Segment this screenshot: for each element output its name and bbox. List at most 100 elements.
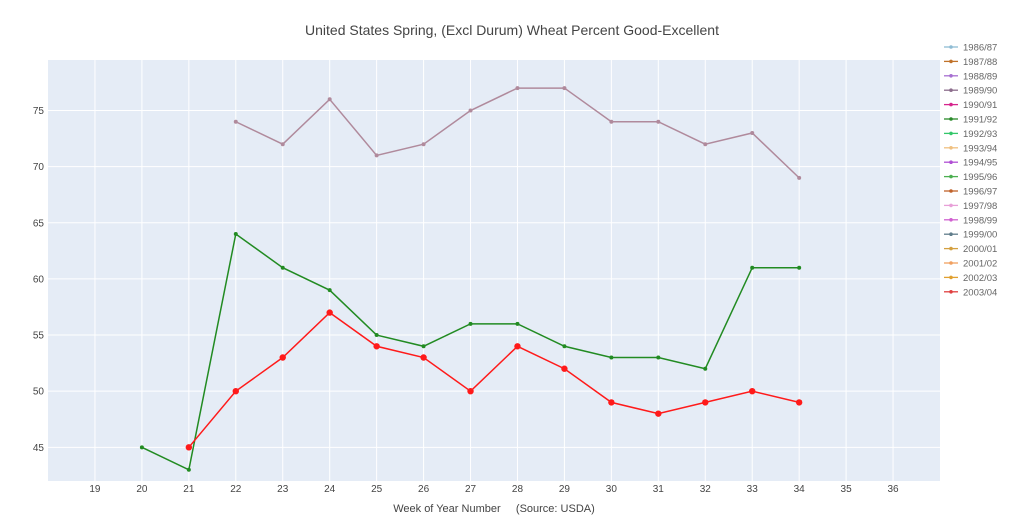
legend-item[interactable]: 1987/88	[944, 57, 997, 68]
legend-swatch-marker	[949, 174, 953, 179]
legend-item[interactable]: 1993/94	[944, 143, 997, 154]
legend-label: 1991/92	[963, 115, 997, 126]
x-tick-label: 31	[653, 484, 665, 495]
series-2-point[interactable]	[515, 321, 520, 326]
legend-item[interactable]: 1999/00	[944, 230, 997, 241]
x-tick-label: 24	[324, 484, 336, 495]
legend-item[interactable]: 1986/87	[944, 43, 997, 54]
series-3-point[interactable]	[608, 399, 615, 406]
legend-label: 1989/90	[963, 86, 997, 97]
series-2-point[interactable]	[327, 288, 332, 293]
legend-item[interactable]: 1991/92	[944, 115, 997, 126]
series-3-point[interactable]	[420, 354, 427, 361]
x-tick-label: 33	[747, 484, 759, 495]
series-1-point[interactable]	[327, 97, 332, 102]
legend-label: 1998/99	[963, 215, 997, 226]
series-2-point[interactable]	[750, 265, 755, 270]
series-3[interactable]	[185, 309, 803, 451]
plot-area[interactable]	[48, 60, 940, 481]
series-3-point[interactable]	[373, 343, 380, 350]
legend-swatch-marker	[949, 131, 953, 136]
legend-label: 1987/88	[963, 57, 997, 68]
series-3-point[interactable]	[326, 309, 333, 316]
series-2-point[interactable]	[656, 355, 661, 360]
x-tick-label: 32	[700, 484, 712, 495]
series-2-point[interactable]	[374, 333, 379, 338]
x-tick-label: 30	[606, 484, 618, 495]
legend-swatch-marker	[949, 218, 953, 222]
y-tick-label: 50	[33, 387, 45, 398]
series-3-point[interactable]	[232, 387, 239, 395]
series-2-point[interactable]	[562, 344, 567, 349]
legend-item[interactable]: 1995/96	[944, 172, 997, 183]
series-1-point[interactable]	[421, 142, 426, 147]
series-2-point[interactable]	[139, 445, 144, 450]
legend-item[interactable]: 2001/02	[944, 259, 997, 270]
legend-label: 1986/87	[963, 43, 997, 54]
y-tick-label: 75	[33, 106, 45, 117]
series-1-point[interactable]	[374, 153, 379, 158]
series-3-point[interactable]	[702, 399, 709, 406]
x-tick-label: 34	[794, 484, 806, 495]
y-tick-label: 60	[33, 274, 45, 285]
chart-title: United States Spring, (Excl Durum) Wheat…	[305, 22, 719, 38]
legend-item[interactable]: 2003/04	[944, 287, 997, 298]
series-3-point[interactable]	[185, 444, 193, 451]
series-1[interactable]	[233, 86, 802, 180]
series-2-point[interactable]	[233, 232, 238, 237]
legend-label: 1992/93	[963, 129, 997, 140]
series-3-point[interactable]	[561, 365, 568, 372]
legend-item[interactable]: 1996/97	[944, 187, 997, 198]
legend-label: 1999/00	[963, 230, 997, 241]
series-1-point[interactable]	[750, 130, 755, 135]
legend-swatch-marker	[949, 232, 953, 236]
legend-swatch-marker	[949, 275, 953, 280]
x-tick-label: 29	[559, 484, 571, 495]
legend-item[interactable]: 1988/89	[944, 71, 997, 82]
x-tick-label: 25	[371, 484, 383, 495]
legend-item[interactable]: 1998/99	[944, 215, 997, 226]
legend-swatch-marker	[949, 146, 953, 150]
legend-item[interactable]: 1989/90	[944, 86, 997, 97]
series-1-point[interactable]	[797, 175, 802, 180]
legend-item[interactable]: 1990/91	[944, 100, 997, 111]
x-tick-label: 22	[230, 484, 242, 495]
legend-item[interactable]: 1994/95	[944, 158, 997, 169]
series-3-point[interactable]	[749, 387, 756, 395]
series-2-point[interactable]	[280, 265, 285, 270]
legend-label: 1990/91	[963, 100, 997, 111]
legend-item[interactable]: 2002/03	[944, 273, 997, 284]
series-3-point[interactable]	[514, 343, 521, 350]
series-2-point[interactable]	[421, 344, 426, 349]
series-1-point[interactable]	[515, 86, 520, 91]
series-2-point[interactable]	[468, 321, 473, 326]
legend-swatch-marker	[949, 117, 953, 121]
legend-item[interactable]: 1997/98	[944, 201, 997, 212]
series-3-point[interactable]	[467, 387, 474, 395]
series-1-point[interactable]	[280, 142, 285, 147]
x-axis-label: Week of Year Number (Source: USDA)	[393, 503, 595, 515]
y-tick-label: 65	[33, 218, 45, 229]
legend-swatch-marker	[949, 59, 953, 64]
legend[interactable]: 1986/87 1987/88 1988/89 1989/90 1990/91 1991/…	[944, 43, 997, 299]
series-2-point[interactable]	[797, 265, 802, 270]
legend-swatch-marker	[949, 45, 953, 49]
series-3-point[interactable]	[279, 354, 286, 361]
series-3-point[interactable]	[795, 399, 803, 406]
series-1-point[interactable]	[656, 119, 661, 124]
legend-item[interactable]: 2000/01	[944, 244, 997, 255]
series-3-line[interactable]	[188, 311, 800, 448]
series-1-point[interactable]	[468, 108, 473, 113]
series-3-point[interactable]	[655, 410, 662, 417]
series-1-point[interactable]	[233, 119, 238, 124]
legend-item[interactable]: 1992/93	[944, 129, 997, 140]
legend-label: 2000/01	[963, 244, 997, 255]
series-2-point[interactable]	[703, 366, 708, 371]
series-2[interactable]	[139, 232, 802, 472]
series-1-point[interactable]	[703, 142, 708, 147]
series-1-point[interactable]	[562, 86, 567, 91]
series-2-point[interactable]	[609, 355, 614, 360]
series-1-point[interactable]	[609, 119, 614, 124]
series-2-point[interactable]	[186, 467, 191, 472]
